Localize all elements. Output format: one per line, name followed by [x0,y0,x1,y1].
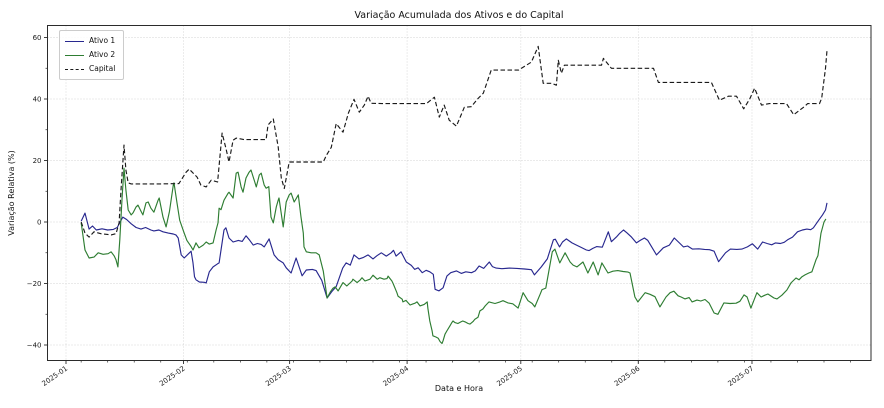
x-axis-label: Data e Hora [434,384,484,393]
legend-line-sample [65,54,84,56]
y-tick-label-−20: −20 [27,280,42,288]
legend-item-ativo-1: Ativo 1 [65,34,115,48]
y-tick-label-60: 60 [33,34,42,42]
y-axis-label: Variação Relativa (%) [7,150,16,236]
y-tick-label-40: 40 [33,95,42,103]
axes-background [47,25,871,361]
axes-spines [47,25,872,361]
legend-label: Ativo 1 [89,36,116,45]
legend-label: Ativo 2 [89,50,116,59]
legend-label: Capital [89,64,116,73]
series-line-ativo-1 [80,202,828,299]
legend-line-sample [65,68,84,70]
series-line-ativo-2 [80,167,827,345]
y-tick-label-20: 20 [33,157,42,165]
legend-line-sample [65,40,84,42]
y-tick-label-−40: −40 [27,341,42,349]
y-tick-label-0: 0 [37,218,41,226]
chart-title: Variação Acumulada dos Ativos e do Capit… [354,10,564,21]
legend-item-capital: Capital [65,62,115,76]
legend: Ativo 1 Ativo 2 Capital [59,30,125,80]
legend-item-ativo-2: Ativo 2 [65,48,115,62]
